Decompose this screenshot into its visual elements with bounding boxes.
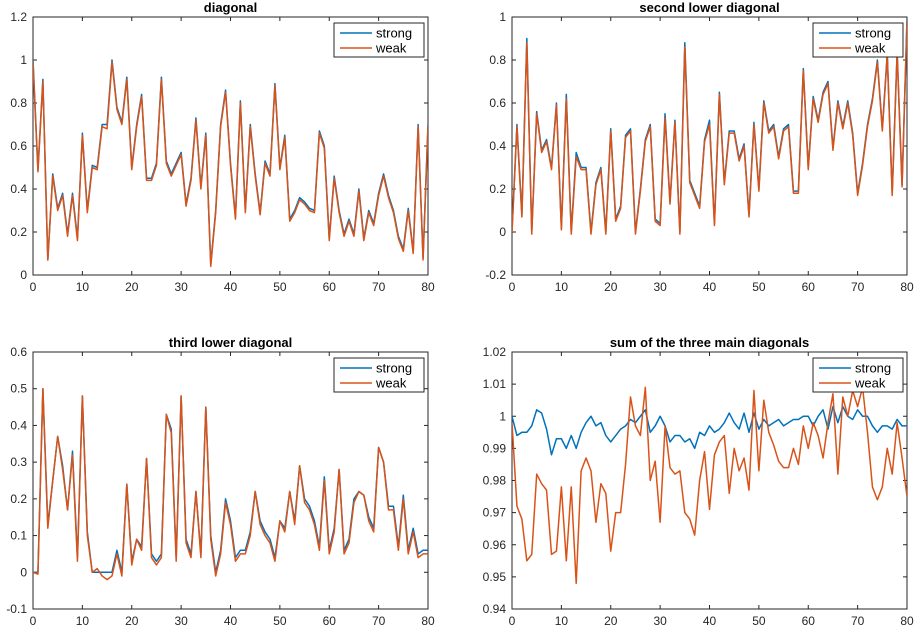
x-tick-label: 30 xyxy=(653,614,667,628)
legend-label: strong xyxy=(855,26,891,41)
x-tick-label: 20 xyxy=(125,614,139,628)
y-tick-label: 1.01 xyxy=(483,377,507,391)
x-tick-label: 0 xyxy=(509,614,516,628)
y-tick-label: 0.2 xyxy=(489,182,506,196)
y-tick-label: 0.2 xyxy=(10,492,27,506)
y-tick-label: 0.2 xyxy=(10,225,27,239)
legend-label: weak xyxy=(375,376,407,391)
x-tick-label: 60 xyxy=(802,614,816,628)
y-tick-label: 0.6 xyxy=(10,345,27,359)
y-tick-label: 0.97 xyxy=(483,506,507,520)
x-tick-label: 70 xyxy=(372,614,386,628)
y-tick-label: 0 xyxy=(20,565,27,579)
x-tick-label: 80 xyxy=(900,280,914,294)
x-tick-label: 80 xyxy=(900,614,914,628)
y-tick-label: 0.1 xyxy=(10,529,27,543)
chart-title: third lower diagonal xyxy=(169,335,293,350)
y-tick-label: 0.6 xyxy=(489,96,506,110)
chart-title: sum of the three main diagonals xyxy=(610,335,809,350)
x-tick-label: 50 xyxy=(273,280,287,294)
y-tick-label: -0.1 xyxy=(6,602,27,616)
x-tick-label: 70 xyxy=(372,280,386,294)
x-tick-label: 50 xyxy=(273,614,287,628)
x-tick-label: 20 xyxy=(604,614,618,628)
y-tick-label: 0 xyxy=(499,225,506,239)
y-tick-label: 0.99 xyxy=(483,441,507,455)
y-tick-label: 0.94 xyxy=(483,602,507,616)
y-tick-label: -0.2 xyxy=(485,268,506,282)
legend-box xyxy=(812,357,904,393)
y-tick-label: 0.3 xyxy=(10,455,27,469)
chart-title: second lower diagonal xyxy=(639,0,779,15)
legend-box xyxy=(812,22,904,58)
x-tick-label: 40 xyxy=(703,614,717,628)
x-tick-label: 10 xyxy=(76,280,90,294)
legend-box xyxy=(333,22,425,58)
x-tick-label: 30 xyxy=(174,280,188,294)
legend-label: weak xyxy=(375,41,407,56)
x-tick-label: 50 xyxy=(752,280,766,294)
series-line-weak xyxy=(33,387,428,581)
legend-label: strong xyxy=(376,26,412,41)
legend-label: weak xyxy=(854,41,886,56)
x-tick-label: 20 xyxy=(604,280,618,294)
legend-label: weak xyxy=(854,376,886,391)
x-tick-label: 0 xyxy=(30,614,37,628)
legend-box xyxy=(333,357,425,393)
series-line-weak xyxy=(33,61,428,268)
x-tick-label: 30 xyxy=(653,280,667,294)
x-tick-label: 10 xyxy=(555,614,569,628)
y-tick-label: 0.8 xyxy=(10,96,27,110)
x-tick-label: 60 xyxy=(323,280,337,294)
x-tick-label: 70 xyxy=(851,280,865,294)
x-tick-label: 40 xyxy=(224,280,238,294)
x-tick-label: 0 xyxy=(30,280,37,294)
x-tick-label: 70 xyxy=(851,614,865,628)
x-tick-label: 0 xyxy=(509,280,516,294)
x-tick-label: 10 xyxy=(555,280,569,294)
chart-panel-4: 0 10 20 30 40 50 60 70 80 0.94 0.95 0.96 0.97 0.98 0.9… xyxy=(483,335,914,628)
y-tick-label: 0.4 xyxy=(489,139,506,153)
y-tick-label: 0.5 xyxy=(10,382,27,396)
y-tick-label: 1 xyxy=(20,53,27,67)
series-line-strong xyxy=(33,387,428,574)
x-tick-label: 80 xyxy=(421,614,435,628)
y-tick-label: 0.95 xyxy=(483,570,507,584)
y-tick-label: 0.98 xyxy=(483,474,507,488)
y-tick-label: 0.4 xyxy=(10,418,27,432)
x-tick-label: 40 xyxy=(703,280,717,294)
x-tick-label: 40 xyxy=(224,614,238,628)
chart-panel-2: 0 10 20 30 40 50 60 70 80-0.200.20.40.60.81secon… xyxy=(485,0,914,294)
x-tick-label: 60 xyxy=(802,280,816,294)
series-line-weak xyxy=(512,386,907,585)
x-tick-label: 20 xyxy=(125,280,139,294)
y-tick-label: 0.96 xyxy=(483,538,507,552)
series-line-weak xyxy=(512,21,907,235)
x-tick-label: 50 xyxy=(752,614,766,628)
y-tick-label: 0 xyxy=(20,268,27,282)
y-tick-label: 1 xyxy=(499,10,506,24)
x-tick-label: 60 xyxy=(323,614,337,628)
y-tick-label: 0.8 xyxy=(489,53,506,67)
chart-panel-3: 0 10 20 30 40 50 60 70 80-0.100.10.20.30.40.50.6… xyxy=(6,335,435,628)
y-tick-label: 1 xyxy=(499,409,506,423)
legend-label: strong xyxy=(855,361,891,376)
chart-panel-1: 0 10 20 30 40 50 60 70 80 0 0.2 0.4 0.6 0.8 1 1.2 diagon… xyxy=(10,0,435,294)
y-tick-label: 1.2 xyxy=(10,10,27,24)
chart-title: diagonal xyxy=(204,0,257,15)
x-tick-label: 80 xyxy=(421,280,435,294)
y-tick-label: 1.02 xyxy=(483,345,507,359)
legend-label: strong xyxy=(376,361,412,376)
x-tick-label: 30 xyxy=(174,614,188,628)
y-tick-label: 0.6 xyxy=(10,139,27,153)
y-tick-label: 0.4 xyxy=(10,182,27,196)
x-tick-label: 10 xyxy=(76,614,90,628)
